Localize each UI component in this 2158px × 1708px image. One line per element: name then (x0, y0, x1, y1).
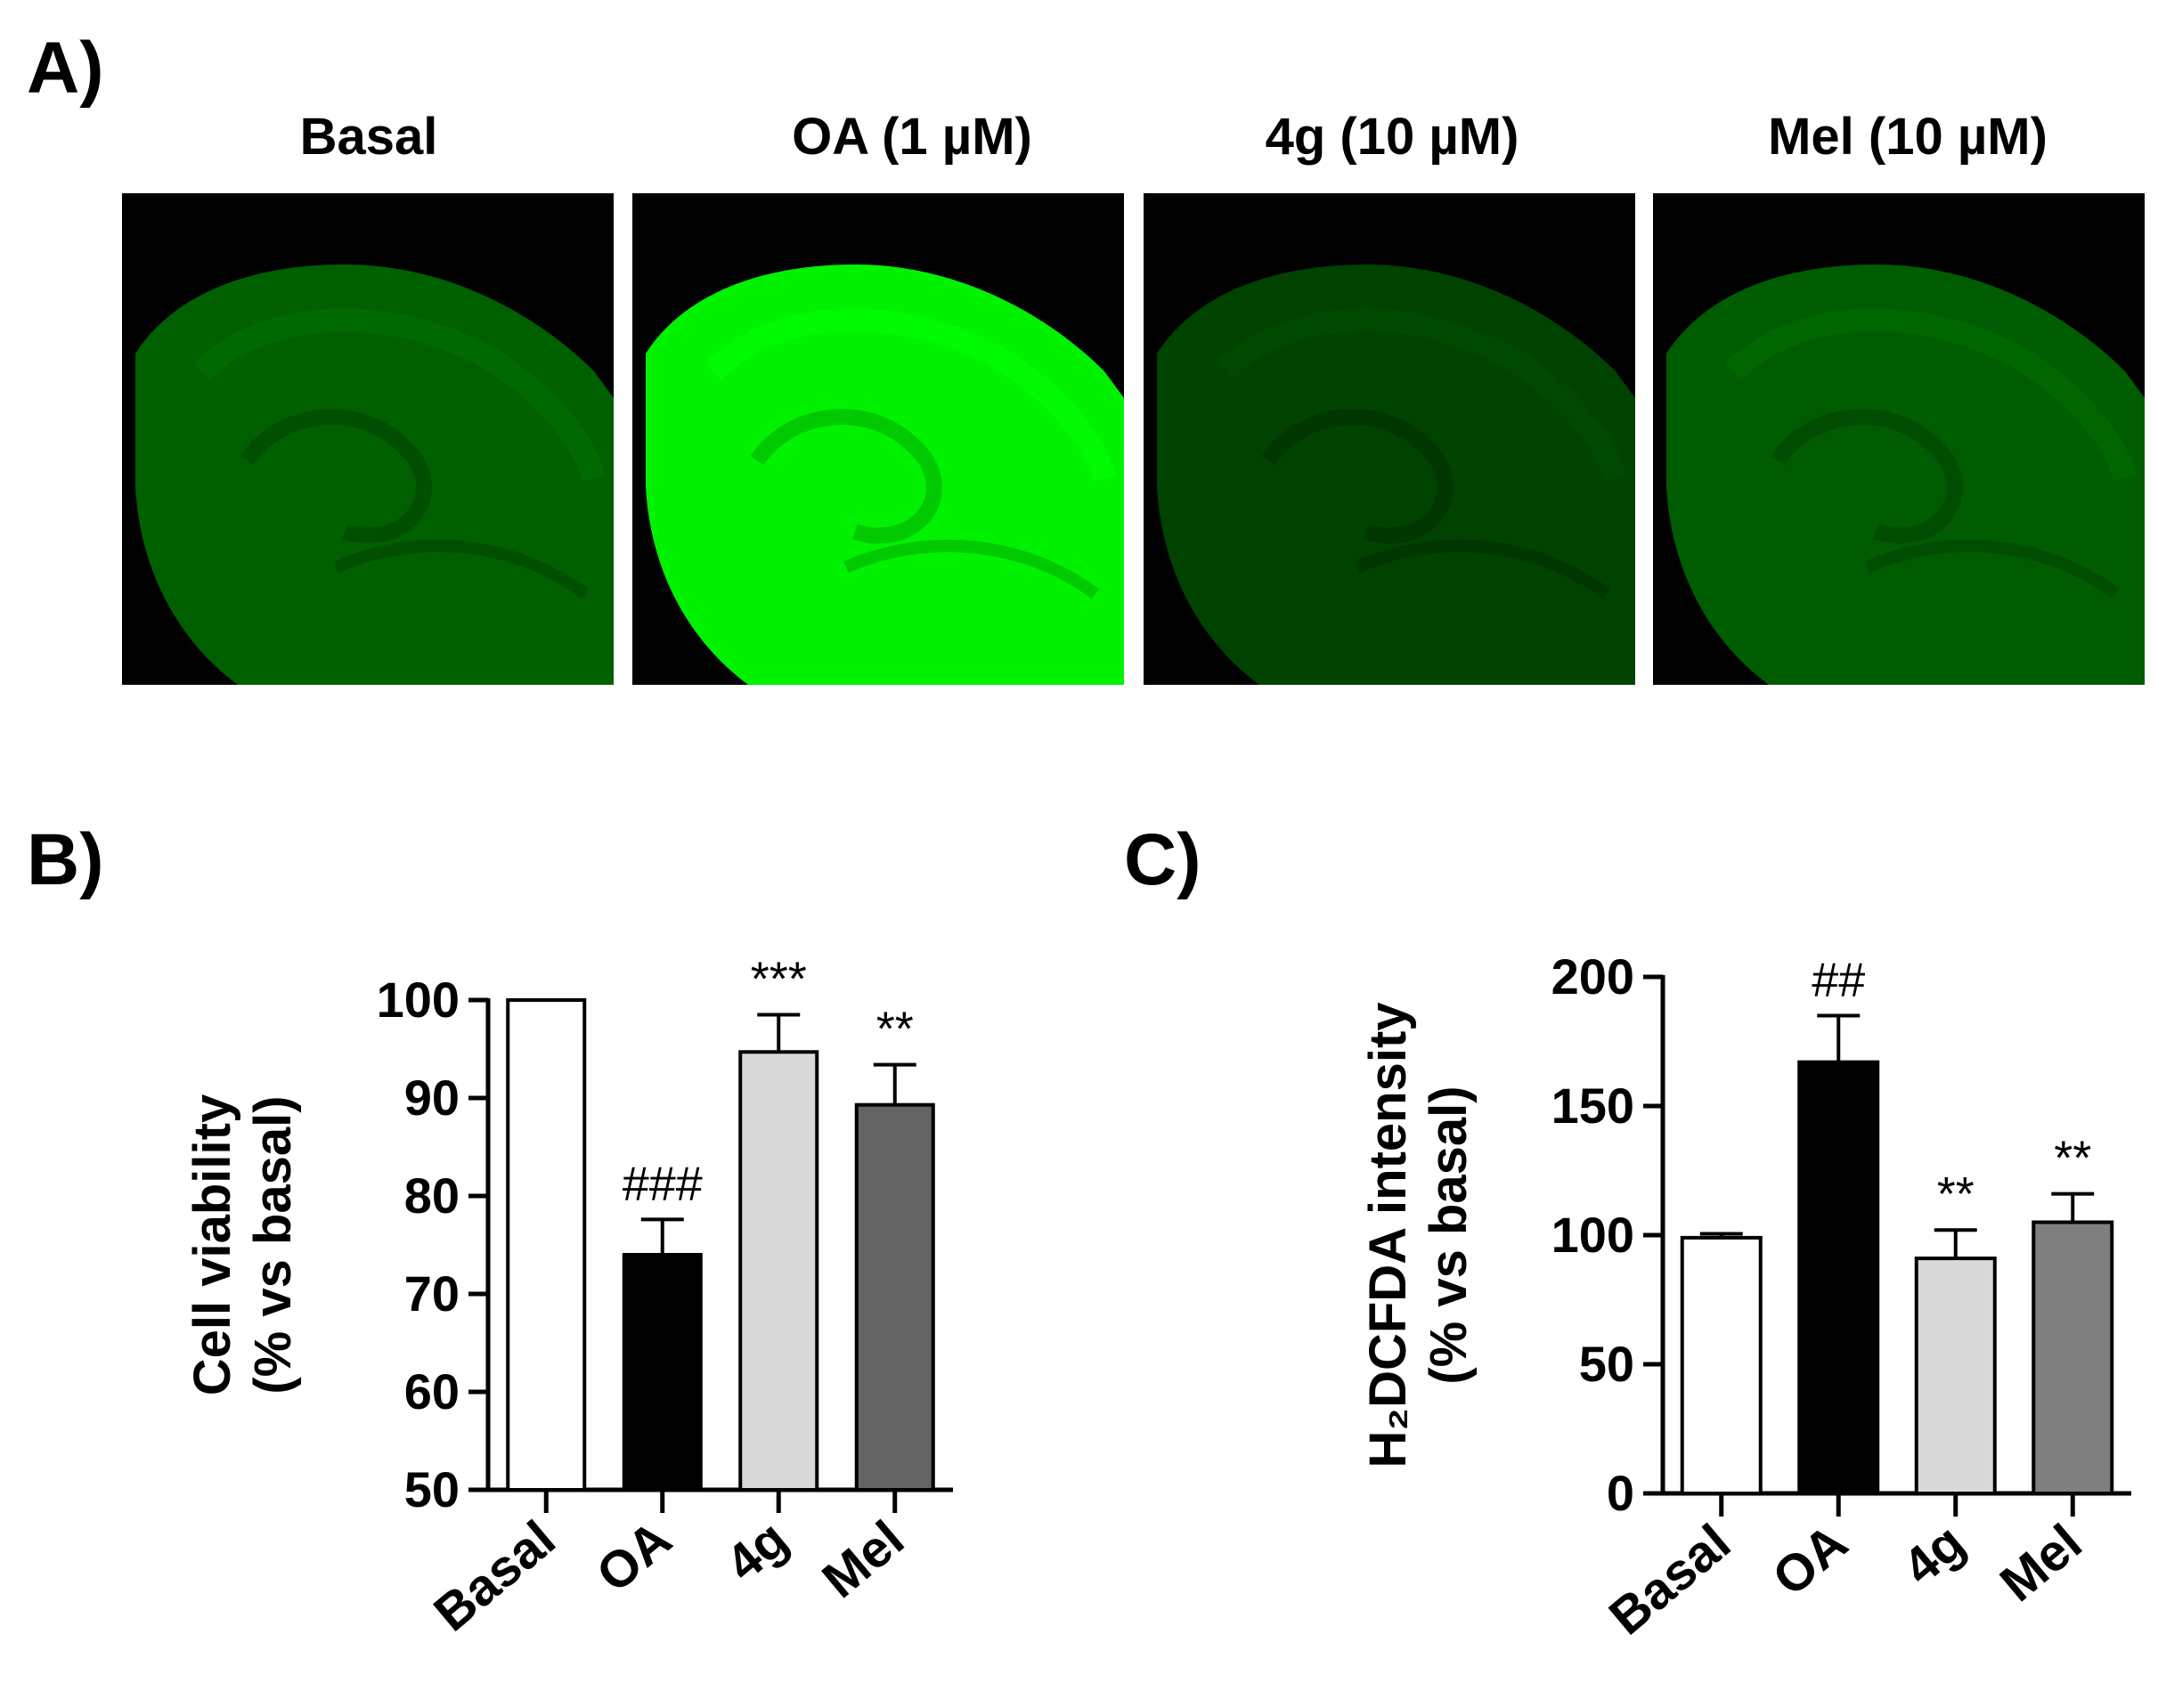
viability-bar-oa (622, 1253, 703, 1492)
h2dcfda-y-tick-label: 100 (1551, 1207, 1634, 1263)
h2dcfda-x-tick-label: Basal (1599, 1513, 1741, 1646)
h2dcfda-bar-basal (1680, 1235, 1763, 1496)
viability-significance-label: ** (876, 1003, 914, 1056)
pyramidal-layer (1724, 308, 2137, 482)
h2dcfda-x-tick-label: Mel (1990, 1513, 2093, 1613)
fissure (1355, 540, 1611, 599)
viability-significance-label: ### (623, 1157, 703, 1210)
micrograph-oa (632, 193, 1124, 685)
h2dcfda-x-tick-label: OA (1762, 1513, 1858, 1607)
pyramidal-layer (193, 308, 606, 482)
cell-viability-chart: 50 60 70 80 90 100 Cell viability (% vs basal) B… (183, 953, 953, 1642)
fissure (843, 540, 1100, 599)
dentate-gyrus (1771, 409, 1963, 544)
pyramidal-layer (704, 308, 1116, 482)
viability-bar-mel (854, 1102, 935, 1492)
panel-label-c: C) (1124, 819, 1201, 900)
panel-label-b: B) (27, 819, 104, 900)
h2dcfda-y-tick-label: 200 (1551, 948, 1634, 1004)
fissure (333, 540, 590, 599)
viability-significance-label: *** (751, 953, 807, 1006)
h2dcfda-bar-4g (1914, 1257, 1997, 1495)
h2dcfda-y-axis-label: H₂DCFDA intensity (1359, 1002, 1417, 1468)
viability-y-tick-label: 70 (404, 1265, 460, 1322)
viability-y-axis-label: Cell viability (183, 1094, 241, 1395)
h2dcfda-significance-label: ## (1812, 954, 1865, 1007)
image-title-basal: Basal (299, 108, 438, 166)
viability-y-axis-label: (% vs basal) (244, 1095, 302, 1394)
viability-x-tick-label: Basal (423, 1509, 566, 1642)
viability-x-tick-label: Mel (811, 1509, 915, 1609)
fissure (1864, 540, 2121, 599)
viability-y-tick-label: 60 (404, 1363, 460, 1419)
dentate-gyrus (240, 409, 432, 544)
h2dcfda-y-tick-label: 0 (1607, 1465, 1634, 1521)
h2dcfda-bar-mel (2032, 1220, 2114, 1495)
pyramidal-layer (1215, 308, 1627, 482)
dentate-gyrus (1261, 409, 1454, 544)
h2dcfda-bar-oa (1797, 1060, 1880, 1495)
viability-y-tick-label: 90 (404, 1070, 460, 1126)
viability-x-tick-label: OA (586, 1509, 682, 1604)
viability-y-tick-label: 50 (404, 1461, 460, 1517)
viability-bar-4g (738, 1050, 819, 1492)
h2dcfda-significance-label: ** (2054, 1132, 2091, 1185)
viability-x-tick-label: 4g (715, 1509, 799, 1592)
image-title-oa: OA (1 µM) (792, 108, 1032, 166)
h2dcfda-y-axis-label: (% vs basal) (1420, 1086, 1478, 1384)
h2dcfda-significance-label: ** (1937, 1167, 1975, 1221)
image-title-4g: 4g (10 µM) (1265, 108, 1519, 166)
micrograph-mel (1653, 193, 2145, 685)
viability-bar-basal (506, 998, 587, 1492)
viability-y-tick-label: 100 (377, 972, 460, 1028)
h2dcfda-x-tick-label: 4g (1892, 1513, 1975, 1596)
h2dcfda-y-tick-label: 150 (1551, 1078, 1634, 1134)
panel-label-a: A) (27, 28, 104, 109)
viability-y-tick-label: 80 (404, 1167, 460, 1224)
micrograph-basal (122, 193, 614, 685)
h2dcfda-intensity-chart: 0 50 100 150 200 H₂DCFDA intensity (% vs basal… (1359, 948, 2131, 1646)
micrograph-4g (1144, 193, 1635, 685)
dentate-gyrus (750, 409, 942, 544)
h2dcfda-y-tick-label: 50 (1579, 1336, 1634, 1392)
image-title-mel: Mel (10 µM) (1768, 108, 2048, 166)
